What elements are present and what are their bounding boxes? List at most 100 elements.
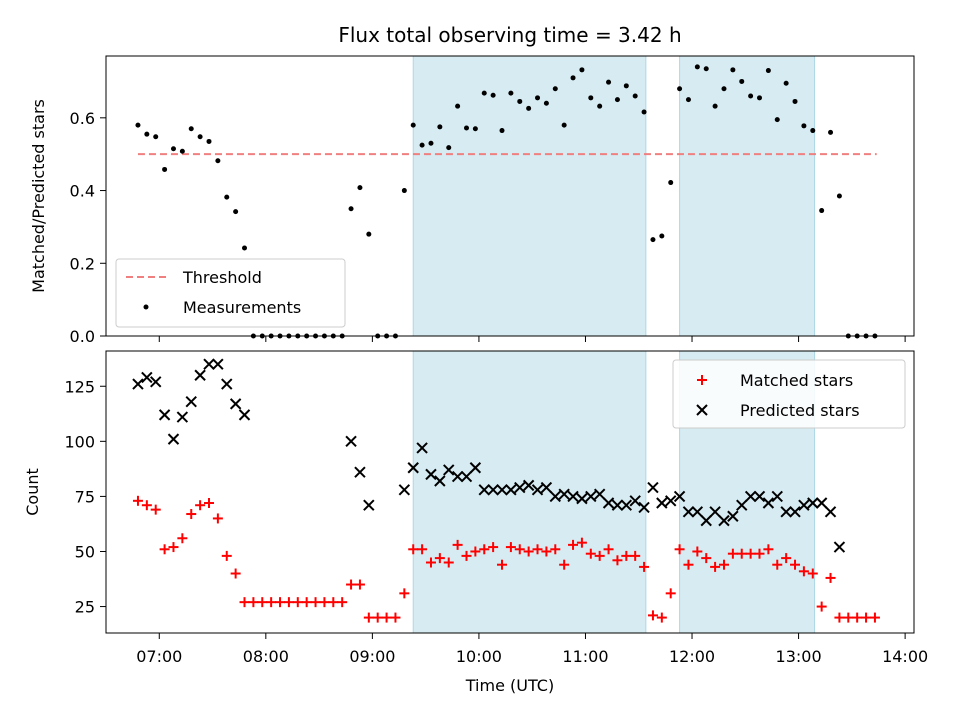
predicted-point <box>221 378 233 390</box>
measurement-point <box>765 68 771 74</box>
legend-matched-label: Matched stars <box>740 371 853 390</box>
measurement-point <box>597 103 603 109</box>
measurement-point <box>410 122 416 128</box>
matched-point <box>443 557 454 568</box>
matched-point <box>710 561 721 572</box>
measurement-points <box>135 64 878 339</box>
matched-point <box>292 597 303 608</box>
matched-point <box>816 601 827 612</box>
matched-point <box>230 568 241 579</box>
predicted-point <box>798 499 810 511</box>
predicted-point <box>611 499 624 511</box>
matched-point <box>772 559 783 570</box>
matched-point <box>594 550 605 561</box>
matched-point <box>159 544 170 555</box>
measurement-point <box>659 233 665 239</box>
measurement-point <box>668 180 674 186</box>
measurement-point <box>748 93 754 99</box>
chart-title: Flux total observing time = 3.42 h <box>338 23 681 47</box>
predicted-point <box>345 435 357 448</box>
measurement-point <box>215 158 221 164</box>
x-tick-label: 13:00 <box>776 647 822 666</box>
predicted-point <box>514 481 526 494</box>
matched-star-points <box>132 495 880 623</box>
measurement-point <box>810 128 816 134</box>
predicted-point <box>593 488 606 500</box>
matched-point <box>417 544 428 555</box>
predicted-point <box>229 398 242 410</box>
measurement-point <box>739 78 745 84</box>
matched-point <box>639 561 650 572</box>
matched-point <box>381 612 392 623</box>
measurement-point <box>490 92 496 98</box>
ratio-axes-frame <box>105 55 915 337</box>
predicted-point <box>709 506 721 518</box>
ratio-shaded-intervals <box>412 55 816 337</box>
predicted-point <box>824 506 837 518</box>
matched-point <box>869 612 880 623</box>
measurement-point <box>348 206 354 212</box>
ratio-panel: 0.0 0.2 0.4 0.6 Matched/Predicted stars Thr… <box>29 55 915 346</box>
matched-point <box>328 597 339 608</box>
matched-point <box>585 548 596 559</box>
predicted-point <box>638 501 650 514</box>
predicted-point <box>540 481 553 494</box>
matched-point <box>718 559 729 570</box>
matched-point <box>727 548 738 559</box>
matched-point <box>612 555 623 566</box>
measurement-point <box>428 140 434 146</box>
predicted-point <box>807 497 819 509</box>
measurement-point <box>481 90 487 96</box>
predicted-point <box>762 497 775 509</box>
ratio-y-ticks: 0.0 0.2 0.4 0.6 <box>70 109 106 346</box>
measurement-point <box>455 103 461 109</box>
y-tick-label: 0.4 <box>70 182 95 201</box>
measurement-point <box>721 86 727 92</box>
legend-measurements-label: Measurements <box>183 298 301 317</box>
y-tick-label: 0.0 <box>70 327 95 346</box>
predicted-point <box>416 442 428 454</box>
measurement-point <box>579 67 585 73</box>
predicted-point <box>194 369 206 381</box>
matched-point <box>745 548 756 559</box>
count-legend: Matched stars Predicted stars <box>672 359 906 429</box>
matched-point <box>603 544 614 555</box>
predicted-point <box>629 495 641 507</box>
predicted-point <box>238 409 251 421</box>
predicted-point <box>176 411 189 423</box>
matched-point <box>559 559 570 570</box>
measurement-point <box>535 95 541 101</box>
measurement-point <box>224 194 230 200</box>
x-tick-label: 11:00 <box>562 647 608 666</box>
predicted-point <box>150 376 162 388</box>
matched-point <box>319 597 330 608</box>
matched-point <box>239 597 250 608</box>
measurement-point <box>508 90 514 96</box>
ratio-x-ticks <box>158 336 906 342</box>
matched-point <box>150 504 161 515</box>
predicted-point <box>815 497 828 509</box>
measurement-point <box>153 134 159 140</box>
predicted-point <box>443 464 455 476</box>
matched-point <box>798 566 809 577</box>
matched-point <box>852 612 863 623</box>
measurement-point <box>685 97 691 103</box>
count-legend-box <box>672 359 906 429</box>
count-axes-frame <box>105 350 915 634</box>
y-tick-label: 50 <box>75 542 95 561</box>
matched-point <box>425 557 436 568</box>
shaded-interval <box>412 350 647 634</box>
matched-point <box>736 548 747 559</box>
measurement-point <box>179 148 185 154</box>
y-tick-label: 0.6 <box>70 109 95 128</box>
y-tick-label: 25 <box>75 598 95 617</box>
predicted-point <box>522 479 535 492</box>
measurement-point <box>446 145 452 151</box>
matched-point <box>141 500 152 511</box>
predicted-point <box>585 490 597 503</box>
predicted-point <box>789 506 801 518</box>
matched-point <box>754 548 765 559</box>
measurement-point <box>588 95 594 101</box>
matched-point <box>310 597 321 608</box>
predicted-point <box>567 490 579 503</box>
